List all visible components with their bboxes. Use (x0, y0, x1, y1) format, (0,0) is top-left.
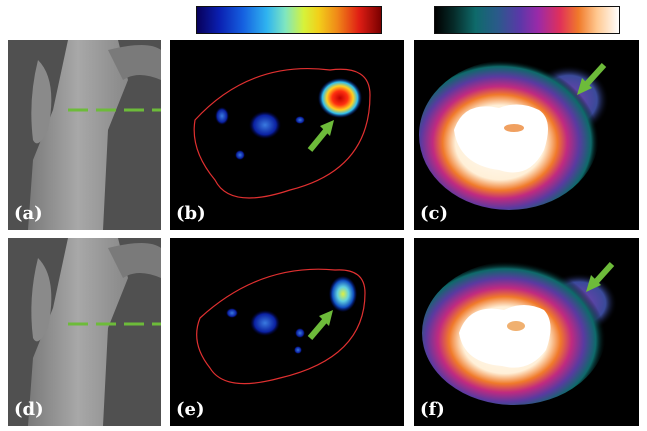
photo-illustration (8, 238, 161, 426)
roi-outline (193, 67, 371, 199)
panel-c-fluorescence: (c) (414, 40, 639, 230)
panel-a-photo: (a) (8, 40, 161, 230)
panel-label: (e) (176, 399, 205, 420)
arrow-icon (586, 261, 615, 292)
hotspot (329, 276, 357, 312)
roi-map (193, 67, 371, 199)
panel-e-map: (e) (170, 238, 404, 426)
panel-label: (f) (420, 399, 445, 420)
arrow-icon (307, 120, 334, 152)
hotspot (318, 78, 362, 118)
fluorescence-image (419, 60, 609, 210)
arrow-icon (577, 62, 607, 95)
panel-label: (a) (14, 203, 43, 224)
panel-label: (b) (176, 203, 206, 224)
panel-d-photo: (d) (8, 238, 161, 426)
panel-label: (d) (14, 399, 44, 420)
panel-label: (c) (420, 203, 448, 224)
roi-map (196, 268, 366, 385)
panel-f-fluorescence: (f) (414, 238, 639, 426)
arrow-icon (307, 310, 333, 340)
photo-illustration (8, 40, 161, 230)
panel-b-map: (b) (170, 40, 404, 230)
fluorescence-image (422, 261, 617, 405)
fluorescence-colorbar (434, 6, 620, 34)
jet-colorbar (196, 6, 382, 34)
roi-outline (196, 268, 366, 385)
